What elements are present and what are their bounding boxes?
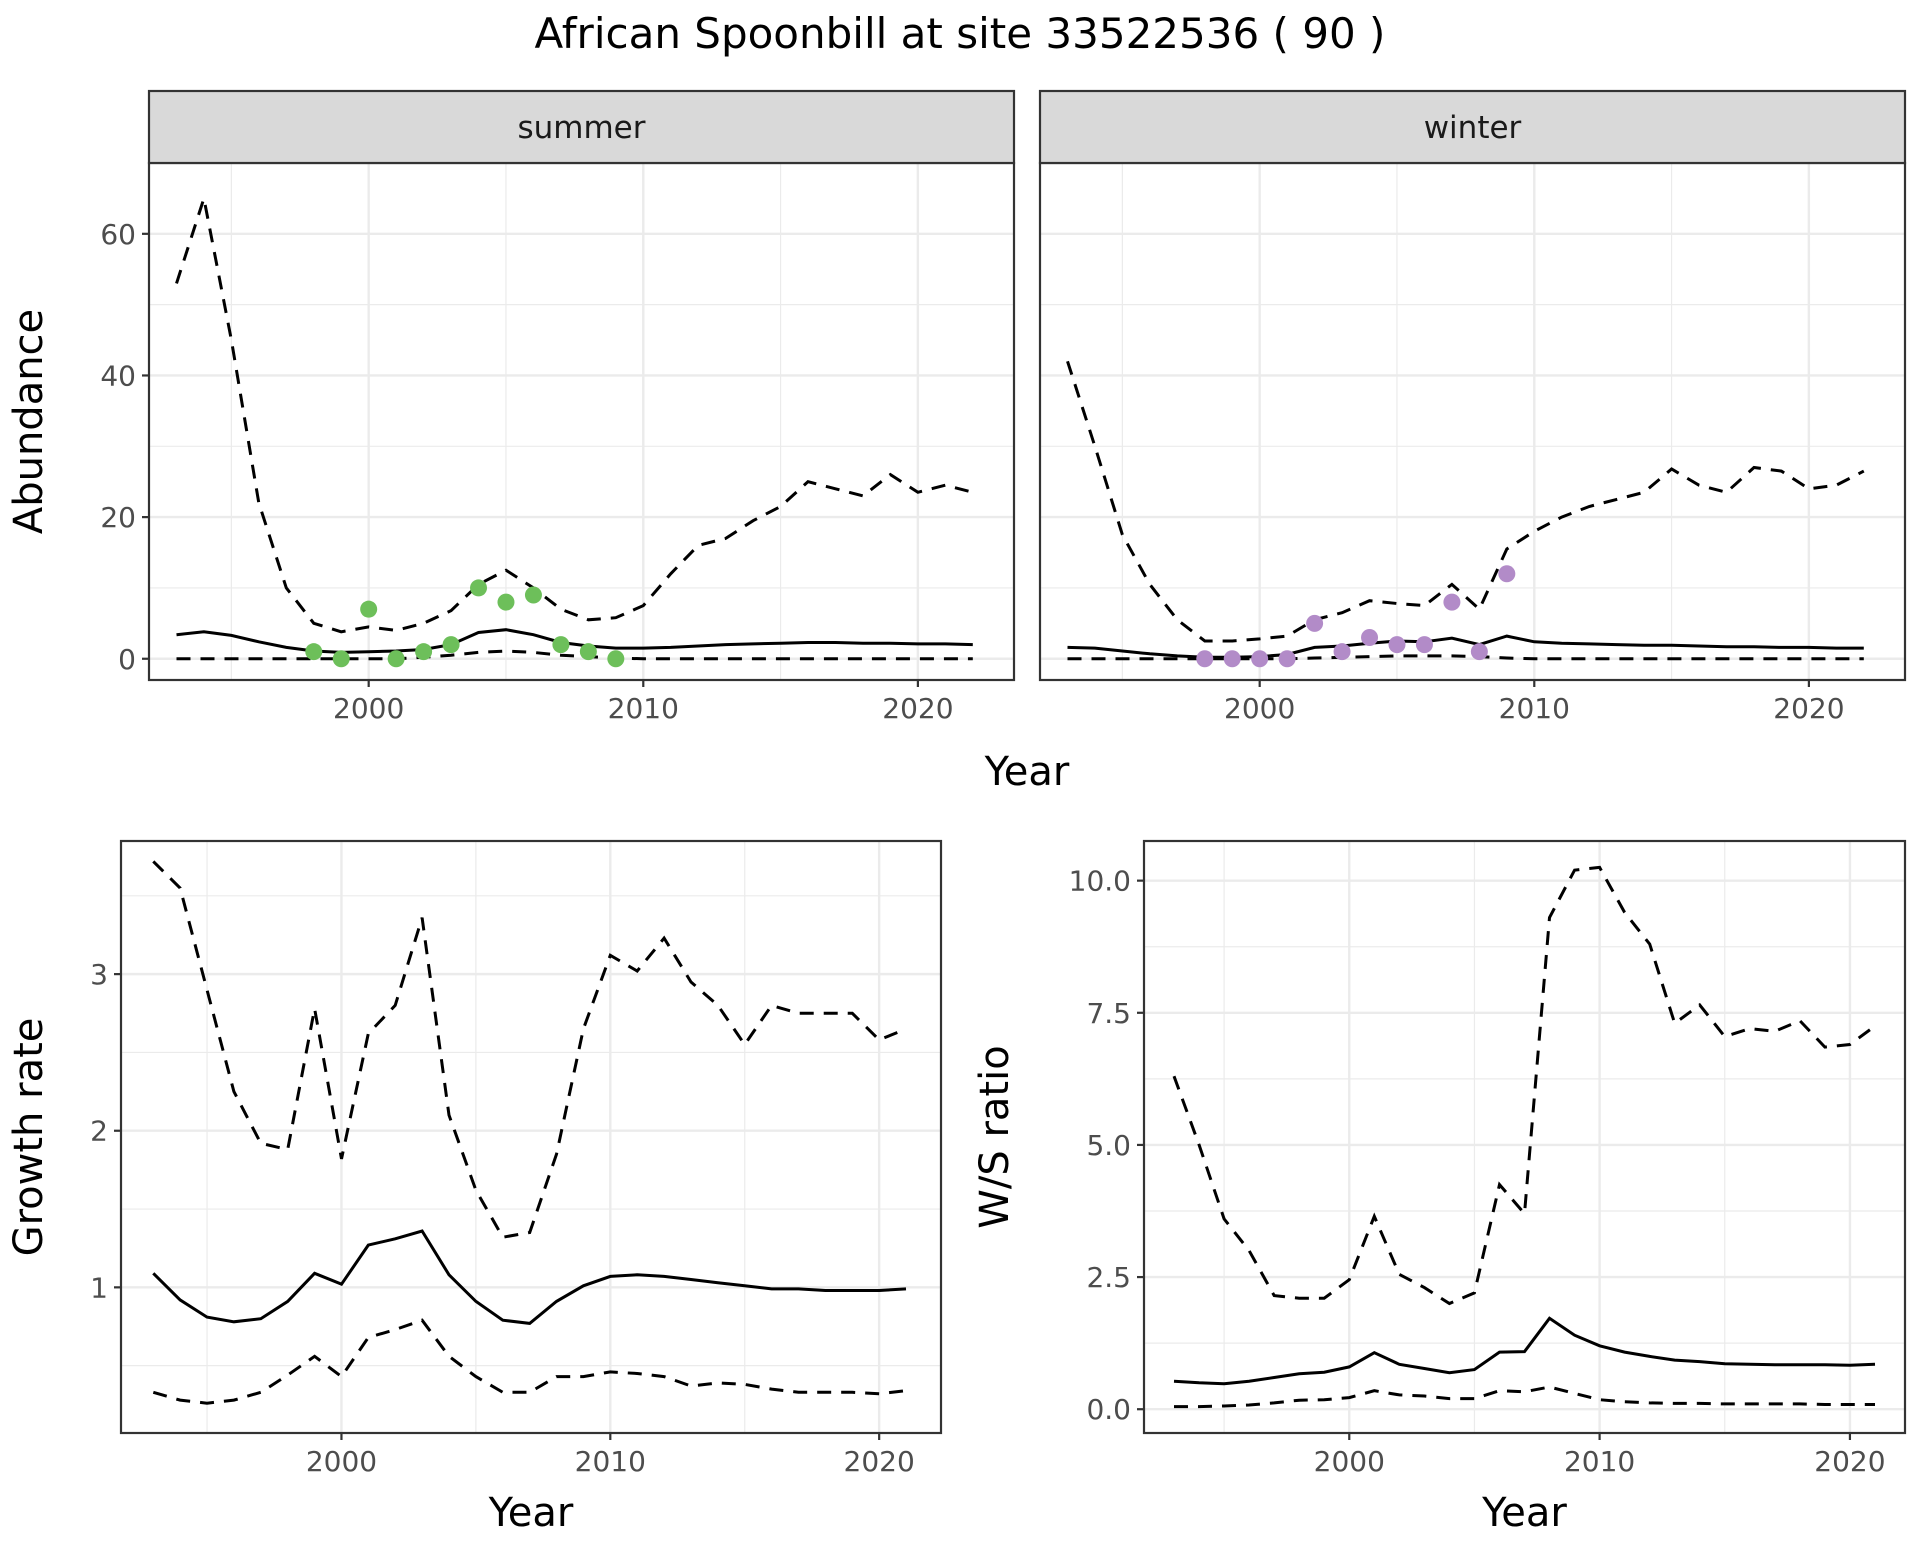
data-point xyxy=(1196,650,1214,668)
data-point xyxy=(1361,629,1379,647)
y-tick-label: 0 xyxy=(118,643,136,676)
data-point xyxy=(1498,565,1516,583)
data-point xyxy=(524,586,542,604)
x-tick-label: 2020 xyxy=(882,692,953,725)
data-point xyxy=(497,593,515,611)
y-tick-label: 60 xyxy=(100,218,136,251)
y-tick-label: 20 xyxy=(100,501,136,534)
data-point xyxy=(1306,614,1324,632)
data-point xyxy=(1278,650,1296,668)
x-tick-label: 2020 xyxy=(844,1445,915,1478)
x-axis-title: Year xyxy=(984,749,1070,795)
y-tick-label: 7.5 xyxy=(1086,997,1131,1030)
facet-strip xyxy=(147,89,1016,165)
y-tick-label: 10.0 xyxy=(1069,865,1131,898)
y-axis-title: W/S ratio xyxy=(972,1045,1018,1228)
x-tick-label: 2000 xyxy=(1224,692,1295,725)
data-point xyxy=(360,600,378,618)
panel-abundance-winter: winter 2000 2010 2020 xyxy=(1038,89,1907,725)
y-tick-label: 2 xyxy=(90,1115,108,1148)
panel-background xyxy=(149,163,1014,680)
series-line-upper xyxy=(152,860,907,1239)
facet-strip xyxy=(1038,89,1907,165)
panel-growth-rate: 2000 2010 2020 1 2 3 Growth rate Year xyxy=(6,839,943,1536)
y-tick-label: 3 xyxy=(90,958,108,991)
facet-strip-label: summer xyxy=(517,110,645,146)
data-point xyxy=(305,643,323,661)
x-tick-label: 2020 xyxy=(1773,692,1844,725)
x-axis-title: Year xyxy=(488,1490,574,1536)
series-line-lower xyxy=(152,1318,907,1405)
x-axis-title: Year xyxy=(1481,1490,1567,1536)
data-point xyxy=(552,636,570,654)
x-tick-label: 2010 xyxy=(608,692,679,725)
panels: summer 2000 2010 2020 0 20 40 60 Abundance winter… xyxy=(6,89,1907,1536)
data-point xyxy=(579,643,597,661)
x-tick-label: 2010 xyxy=(575,1445,646,1478)
data-point xyxy=(1333,643,1351,661)
panel-border xyxy=(1142,839,1907,1435)
panel-background xyxy=(1040,163,1905,680)
y-tick-label: 1 xyxy=(90,1271,108,1304)
panel-background xyxy=(1144,841,1905,1433)
data-point xyxy=(1223,650,1241,668)
facet-strip-label: winter xyxy=(1424,110,1522,146)
series-line-lower xyxy=(1174,1385,1875,1409)
series-line-upper xyxy=(175,197,974,634)
data-point xyxy=(332,650,350,668)
data-point xyxy=(1388,636,1406,654)
series-line-upper xyxy=(1066,360,1865,643)
y-axis-title: Abundance xyxy=(6,309,52,534)
x-tick-label: 2020 xyxy=(1814,1445,1885,1478)
panel-background xyxy=(121,841,941,1433)
data-point xyxy=(387,650,405,668)
figure-title: African Spoonbill at site 33522536 ( 90 … xyxy=(535,9,1386,58)
x-tick-label: 2010 xyxy=(1499,692,1570,725)
series-line-estimate xyxy=(1173,1316,1876,1386)
panel-abundance-summer: summer 2000 2010 2020 0 20 40 60 Abundance xyxy=(6,89,1016,725)
data-point xyxy=(607,650,625,668)
data-point xyxy=(1470,643,1488,661)
y-axis-title: Growth rate xyxy=(6,1018,52,1257)
x-tick-label: 2000 xyxy=(1314,1445,1385,1478)
data-point xyxy=(1443,593,1461,611)
series-line-estimate xyxy=(152,1229,907,1325)
x-tick-label: 2000 xyxy=(306,1445,377,1478)
y-tick-label: 2.5 xyxy=(1086,1261,1131,1294)
panel-border xyxy=(119,839,943,1435)
y-tick-label: 5.0 xyxy=(1086,1129,1131,1162)
data-point xyxy=(1415,636,1433,654)
x-tick-label: 2010 xyxy=(1564,1445,1635,1478)
y-tick-label: 40 xyxy=(100,359,136,392)
data-point xyxy=(470,579,488,597)
data-point xyxy=(1251,650,1269,668)
y-tick-label: 0.0 xyxy=(1086,1393,1131,1426)
panel-ws-ratio: 2000 2010 2020 0.0 2.5 5.0 7.5 10.0 W/S ratio Yea… xyxy=(972,839,1907,1536)
data-point xyxy=(442,636,460,654)
x-tick-label: 2000 xyxy=(333,692,404,725)
data-point xyxy=(415,643,433,661)
series-line-upper xyxy=(1172,865,1876,1306)
